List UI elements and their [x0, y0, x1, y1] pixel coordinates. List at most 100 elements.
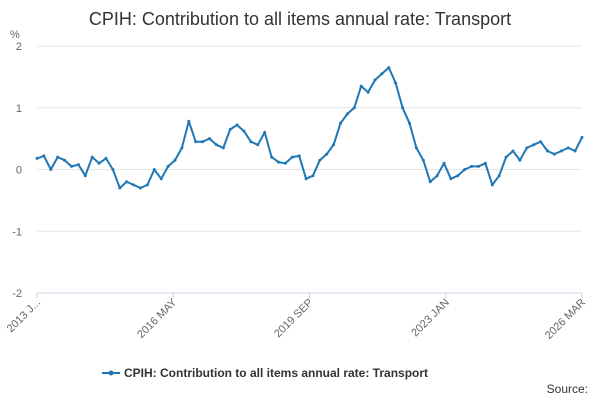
data-point[interactable]	[70, 164, 73, 168]
data-point[interactable]	[221, 146, 225, 150]
data-point[interactable]	[152, 168, 156, 171]
data-point[interactable]	[559, 149, 563, 153]
y-axis-unit: %	[10, 29, 20, 41]
data-point[interactable]	[132, 183, 136, 187]
y-tick-label: 0	[16, 165, 22, 177]
data-point[interactable]	[277, 160, 280, 164]
data-point[interactable]	[97, 161, 101, 165]
data-point[interactable]	[477, 164, 480, 168]
data-point[interactable]	[573, 149, 577, 153]
data-point[interactable]	[463, 168, 467, 171]
data-point[interactable]	[380, 72, 384, 76]
data-point[interactable]	[49, 168, 53, 171]
data-point[interactable]	[56, 155, 60, 159]
legend[interactable]: CPIH: Contribution to all items annual r…	[102, 366, 428, 380]
data-point[interactable]	[518, 158, 522, 162]
y-tick-label: -2	[12, 288, 22, 300]
data-point[interactable]	[332, 143, 336, 147]
data-point[interactable]	[352, 106, 356, 110]
data-point[interactable]	[325, 152, 329, 156]
data-point[interactable]	[566, 146, 570, 150]
data-point[interactable]	[539, 140, 543, 144]
data-point[interactable]	[187, 119, 191, 123]
data-point[interactable]	[339, 121, 342, 125]
data-point[interactable]	[249, 140, 253, 144]
data-point[interactable]	[394, 81, 398, 85]
data-point[interactable]	[546, 149, 549, 153]
data-point[interactable]	[214, 143, 218, 147]
data-point[interactable]	[173, 158, 177, 162]
data-point[interactable]	[497, 174, 501, 178]
x-tick-label: 2016 MAY	[135, 296, 180, 341]
data-point[interactable]	[435, 174, 439, 178]
data-point[interactable]	[401, 106, 405, 110]
data-point[interactable]	[42, 154, 46, 158]
legend-marker	[108, 370, 114, 376]
data-point[interactable]	[297, 154, 301, 158]
data-point[interactable]	[511, 149, 515, 153]
y-tick-label: 2	[16, 41, 22, 53]
data-point[interactable]	[242, 129, 246, 133]
data-point[interactable]	[552, 152, 556, 156]
data-point[interactable]	[290, 155, 294, 159]
data-point[interactable]	[228, 127, 232, 131]
data-point[interactable]	[490, 183, 494, 187]
data-point[interactable]	[125, 180, 129, 184]
source-label: Source:	[547, 382, 588, 396]
x-tick-label: 2013 J...	[5, 297, 43, 335]
data-point[interactable]	[366, 90, 370, 94]
data-point[interactable]	[283, 161, 287, 165]
x-tick-label: 2026 MAR	[543, 297, 588, 342]
data-point[interactable]	[90, 155, 94, 159]
data-point[interactable]	[304, 177, 308, 181]
data-point[interactable]	[194, 140, 198, 144]
data-point[interactable]	[35, 156, 39, 160]
data-point[interactable]	[408, 121, 411, 125]
data-point[interactable]	[201, 140, 205, 144]
data-point[interactable]	[104, 156, 108, 160]
x-axis-ticks: 2013 J... 2016 MAY 2019 SEP 2023 JAN 2026 MA…	[5, 292, 588, 342]
y-tick-label: 1	[16, 103, 22, 115]
data-point[interactable]	[428, 180, 432, 184]
data-point[interactable]	[83, 174, 87, 178]
data-point[interactable]	[456, 174, 460, 178]
data-point[interactable]	[504, 155, 508, 159]
data-point[interactable]	[580, 135, 584, 139]
series-layer	[35, 66, 584, 190]
data-point[interactable]	[145, 183, 149, 187]
data-point[interactable]	[311, 174, 315, 178]
data-point[interactable]	[525, 146, 529, 150]
data-point[interactable]	[166, 164, 170, 168]
data-point[interactable]	[359, 84, 363, 88]
data-point[interactable]	[414, 146, 418, 150]
data-point[interactable]	[208, 137, 211, 141]
data-point[interactable]	[235, 123, 239, 127]
data-point[interactable]	[470, 164, 474, 168]
data-point[interactable]	[421, 158, 425, 162]
data-point[interactable]	[449, 177, 453, 181]
y-axis-ticks: 2 1 0 -1 -2	[12, 41, 22, 300]
legend-label: CPIH: Contribution to all items annual r…	[124, 366, 428, 380]
data-point[interactable]	[442, 161, 446, 165]
y-tick-label: -1	[12, 226, 22, 238]
data-point[interactable]	[111, 168, 115, 171]
x-tick-label: 2019 SEP	[272, 297, 316, 341]
data-point[interactable]	[139, 186, 142, 190]
data-point[interactable]	[345, 112, 349, 116]
data-point[interactable]	[270, 155, 274, 159]
data-point[interactable]	[532, 143, 536, 147]
gridlines	[37, 45, 582, 294]
data-point[interactable]	[63, 158, 67, 162]
data-point[interactable]	[373, 78, 377, 82]
data-point[interactable]	[483, 161, 487, 165]
data-point[interactable]	[76, 163, 80, 167]
data-point[interactable]	[118, 186, 122, 190]
data-point[interactable]	[318, 158, 322, 162]
data-point[interactable]	[256, 143, 260, 147]
x-tick-label: 2023 JAN	[409, 297, 452, 340]
data-point[interactable]	[387, 66, 391, 70]
data-point[interactable]	[180, 146, 184, 150]
data-point[interactable]	[263, 130, 267, 134]
data-point[interactable]	[159, 177, 163, 181]
